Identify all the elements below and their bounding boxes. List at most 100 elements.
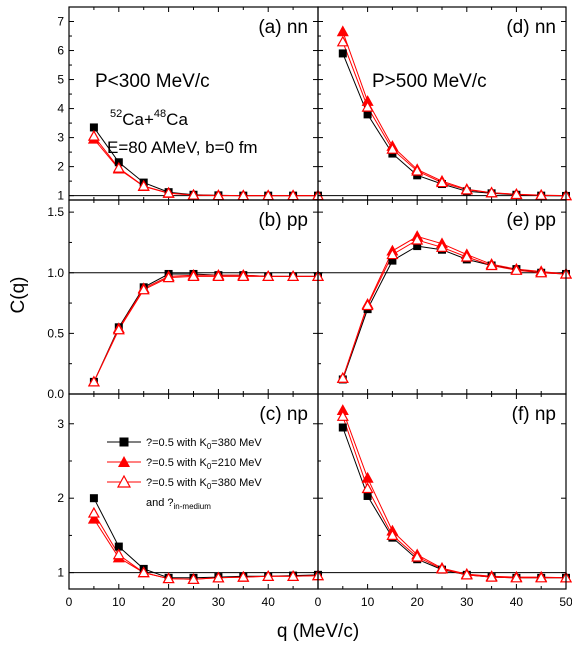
legend-3-prefix: ?=0.5 with K [146,477,208,489]
data-point-triangle [361,471,374,483]
panel-e: (e) pp [317,199,572,395]
data-point-triangle [87,375,100,387]
data-point-square [89,494,98,503]
data-point-triangle [435,562,449,574]
data-point-triangle [112,548,125,560]
data-point-triangle [460,183,473,195]
data-point-triangle [386,248,399,260]
annotation-conditions: E=80 AMeV, b=0 fm [107,138,258,157]
data-point-triangle [162,186,175,198]
y-tick-label-a: 7 [57,15,64,29]
data-point-square [388,256,397,265]
y-tick-label-a: 3 [57,131,64,145]
data-point-triangle [535,266,548,278]
legend-3-sub: 0 [207,482,212,491]
legend-3-suffix: =380 MeV [211,477,262,489]
legend-extra-sub: in-medium [174,502,212,511]
x-tick-label-right: 40 [510,595,524,609]
data-point-triangle [460,568,473,580]
data-point-square [413,242,422,251]
y-tick-label-b: 1.0 [47,266,64,280]
series-line-b-1 [93,274,318,383]
data-point-triangle [361,299,374,311]
x-tick-label-left: 30 [212,595,226,609]
panel-label-a: (a) nn [258,17,308,38]
data-point-triangle [262,270,275,281]
series-line-b-2 [93,275,318,383]
legend-marker-square-filled [119,437,129,447]
panels-group: 1 2 3 4 5 6 7 (a) nn (d) nn 0.0 0.5 1.0 1.5 (b) pp (e)… [47,6,572,609]
data-point-triangle [510,264,523,275]
panel-f: (f) np [317,393,572,590]
series-line-d-2 [342,41,567,197]
data-point-triangle [162,271,175,283]
legend-label-2: ?=0.5 with K0=210 MeV [146,457,262,471]
data-point-triangle [485,570,498,582]
y-tick-label-a: 6 [57,44,64,58]
data-point-triangle [87,129,100,141]
data-point-triangle [485,186,498,198]
data-point-triangle [137,179,150,191]
legend-label-3: ?=0.5 with K0=380 MeV [146,477,262,491]
data-point-triangle [87,506,100,518]
data-point-triangle [485,259,498,271]
data-point-square [114,542,123,551]
y-tick-label-a: 2 [57,160,64,174]
annotation-momentum-high: P>500 MeV/c [372,71,487,92]
x-tick-label-left: 10 [112,595,126,609]
data-point-triangle [386,529,399,541]
series-line-e-1 [342,235,567,379]
data-point-triangle [336,410,349,421]
panel-label-b: (b) pp [258,210,308,231]
data-point-triangle [262,570,275,581]
data-point-triangle [187,270,200,281]
series-line-c-1 [93,518,319,580]
legend-1-suffix: =380 MeV [211,437,262,449]
data-point-triangle [510,571,523,583]
legend-label-extra: and ?in-medium [146,497,211,511]
reaction-superscript-1: 52 [110,108,122,120]
y-tick-label-c: 3 [57,417,64,431]
panel-c: 1 2 3 (c) np [57,393,325,590]
series-line-d-1 [342,31,567,197]
data-point-square [89,123,98,132]
data-point-triangle [187,188,200,200]
legend-1-sub: 0 [207,442,212,451]
data-point-triangle [187,573,200,584]
legend-marker-triangle-open [116,474,132,488]
panel-label-c: (c) np [259,404,308,425]
series-line-e-2 [342,239,567,379]
data-point-triangle [237,570,250,582]
data-point-triangle [435,241,449,252]
y-tick-label-a: 1 [57,189,64,203]
legend-2-suffix: =210 MeV [211,457,262,469]
data-point-triangle [162,572,175,584]
panel-d: (d) nn [317,6,572,201]
legend: ?=0.5 with K0=380 MeV ?=0.5 with K0=210 … [107,437,262,511]
y-tick-label-c: 2 [57,491,64,505]
x-tick-label-right: 30 [460,595,474,609]
data-point-triangle [411,164,424,176]
data-point-triangle [112,323,125,335]
data-point-triangle [535,189,548,200]
data-point-square [338,49,347,58]
series-line-e-0 [342,245,567,380]
data-point-square [338,423,347,432]
x-tick-label-left: 0 [315,595,322,609]
y-tick-label-b: 1.5 [47,205,64,219]
panel-a: 1 2 3 4 5 6 7 (a) nn [57,6,325,203]
x-tick-label-left: 40 [262,595,276,609]
reaction-ca-plus: Ca+ [122,110,154,129]
data-point-triangle [411,233,424,245]
x-tick-label-left: 20 [162,595,176,609]
data-point-triangle [361,482,374,494]
series-line-c-2 [93,512,319,580]
panel-label-e: (e) pp [506,210,556,231]
y-axis-title: C(q) [8,277,29,314]
data-point-triangle [237,270,250,281]
panel-label-f: (f) np [512,404,556,425]
x-tick-label-left: 0 [66,595,73,609]
series-line-b-0 [93,273,318,383]
reaction-ca: Ca [166,110,188,129]
